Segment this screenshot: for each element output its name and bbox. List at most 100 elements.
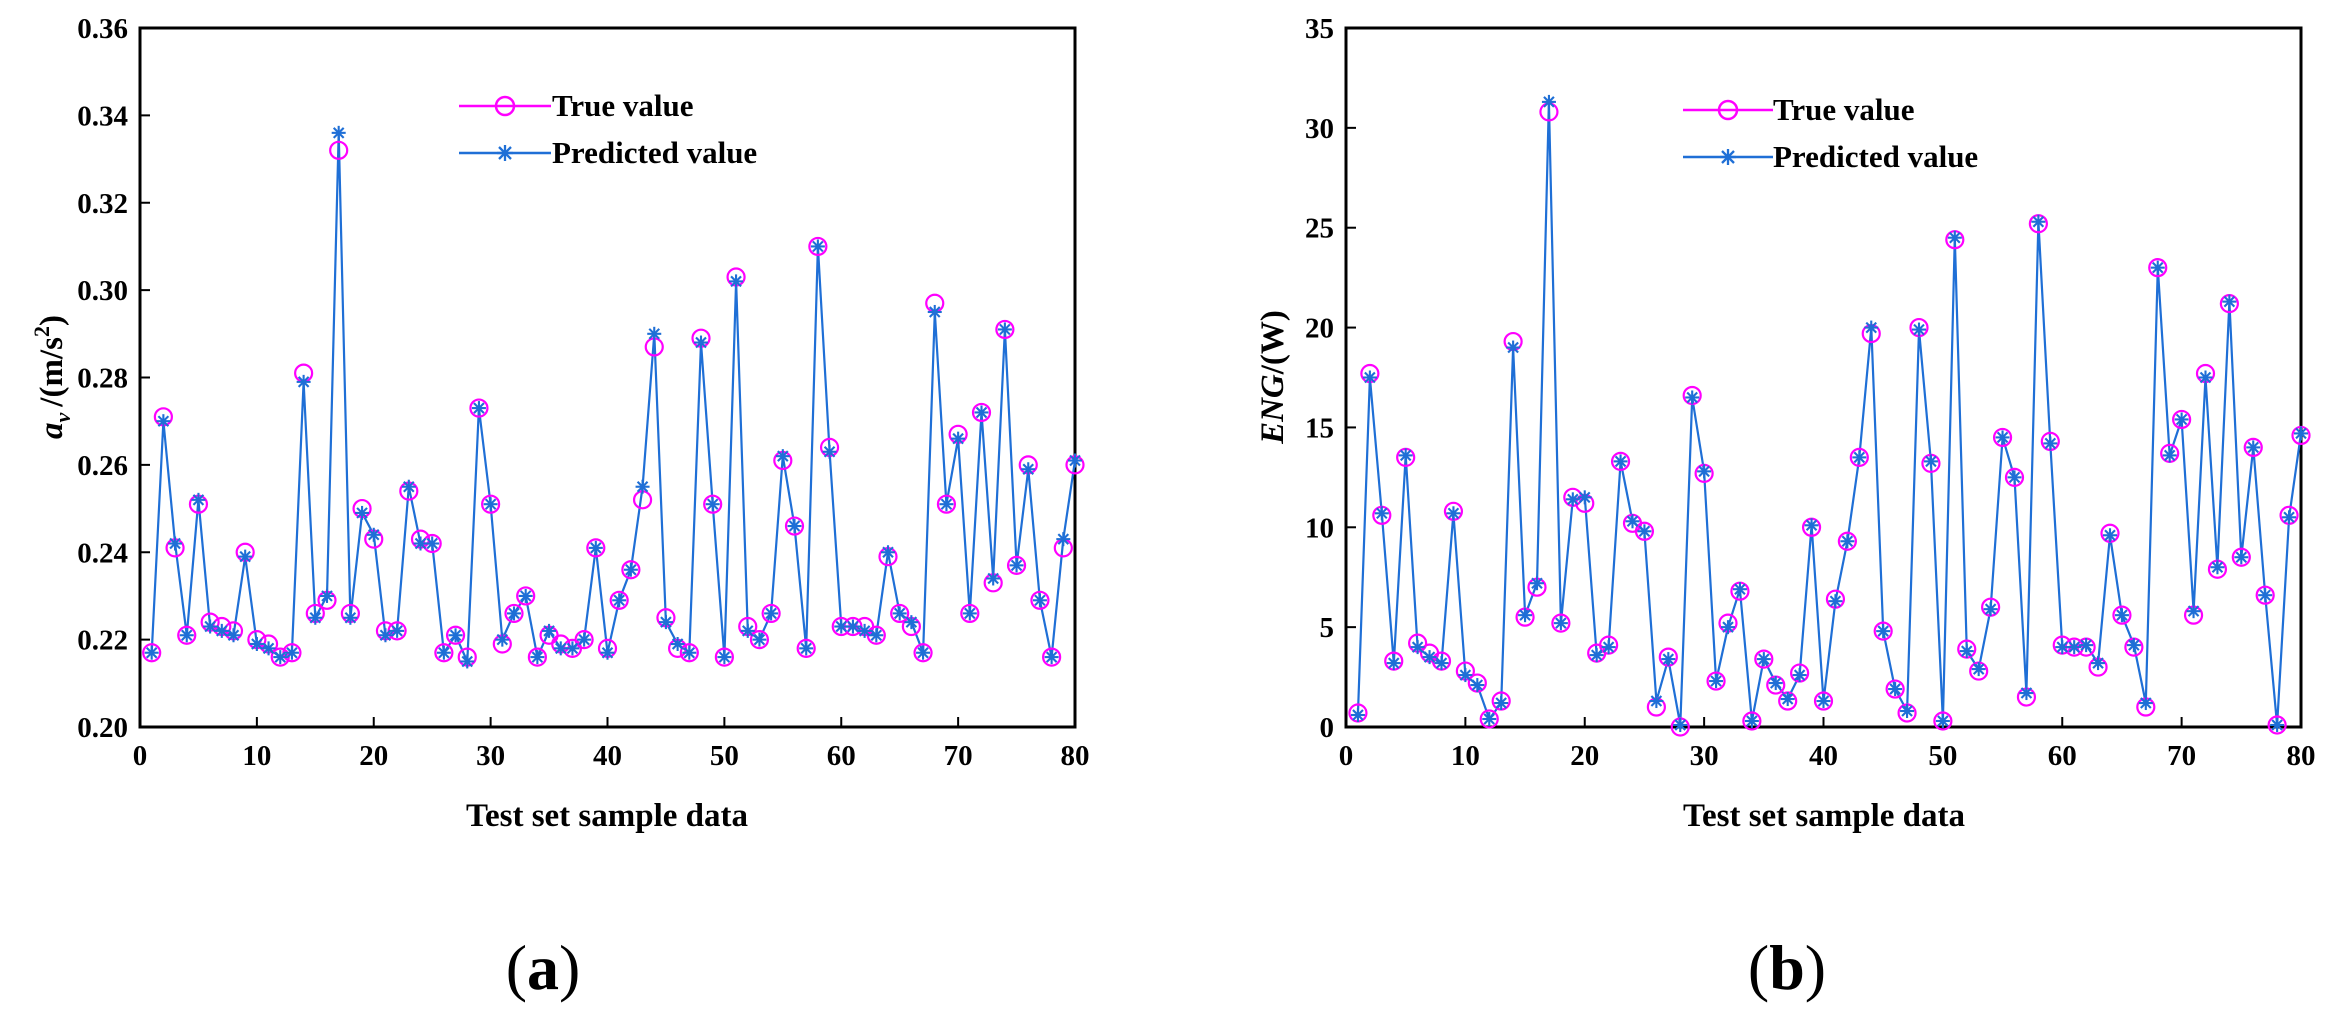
chart-panel-b: 0 10 20 30 40 50 60 70 80 0 5 10 15 20 25 30 35 Test se… (1255, 13, 2316, 1003)
true-value-point (808, 236, 828, 257)
y-tick-label-b: 25 (1305, 213, 1334, 245)
predicted-value-point (1661, 652, 1676, 667)
true-value-point (1006, 555, 1027, 575)
predicted-value-point (1744, 714, 1759, 729)
predicted-value-point (2103, 528, 2117, 543)
y-tick-label-b: 0 (1320, 712, 1335, 744)
true-value-point (796, 638, 816, 658)
series-lines-a (150, 131, 1077, 663)
true-value-point (177, 625, 197, 645)
predicted-value-point (308, 610, 323, 625)
x-tick-label-b: 20 (1570, 740, 1599, 772)
x-tick-label-a: 70 (944, 740, 973, 772)
true-value-point (749, 630, 770, 650)
legend-true-marker-a (494, 95, 516, 117)
predicted-value-point (1983, 602, 1998, 617)
predicted-value-point (2138, 696, 2153, 711)
predicted-series-line-b (1356, 100, 2303, 727)
predicted-value-point (1625, 514, 1640, 529)
predicted-value-point (916, 645, 931, 660)
true-value-point (1030, 590, 1050, 610)
legend-pred-marker-b (1720, 149, 1736, 165)
predicted-value-point (1912, 322, 1926, 337)
predicted-value-point (2067, 640, 2082, 655)
x-tick-label-b: 70 (2167, 740, 2196, 772)
true-value-point (586, 538, 606, 558)
predicted-value-point (588, 540, 603, 555)
predicted-value-point (717, 650, 732, 665)
y-tick-label-b: 10 (1305, 512, 1334, 544)
true-value-point (481, 494, 501, 514)
predicted-value-point (507, 606, 521, 621)
y-axis-sup-a: 2 (29, 326, 54, 337)
legend-pred-label-b: Predicted value (1773, 139, 1978, 174)
panel-label-b: (b) (1748, 932, 1826, 1003)
y-tick-label-b: 15 (1305, 412, 1334, 444)
x-tick-label-a: 80 (1061, 740, 1090, 772)
predicted-value-point (2114, 608, 2129, 623)
predicted-value-point (401, 479, 416, 494)
predicted-value-point (2258, 588, 2273, 603)
y-tick-label-b: 20 (1305, 313, 1334, 345)
true-value-point (1706, 671, 1726, 691)
predicted-value-point (565, 641, 580, 656)
predicted-value-point (518, 588, 533, 603)
true-value-point (2267, 715, 2287, 735)
y-tick-label-a: 0.28 (77, 363, 128, 395)
predicted-value-point (1649, 694, 1664, 709)
predicted-value-point (1350, 708, 1365, 723)
true-value-point (913, 643, 933, 663)
predicted-value-point (1721, 620, 1735, 635)
predicted-value-point (273, 650, 288, 665)
predicted-value-point (2270, 718, 2285, 733)
predicted-value-point (1935, 714, 1950, 729)
true-value-point (445, 625, 466, 645)
predicted-value-point (320, 588, 334, 603)
y-axis-sub-a: v (50, 412, 75, 422)
y-tick-label-a: 0.30 (77, 275, 128, 307)
true-value-point (714, 647, 734, 667)
predicted-value-point (1422, 650, 1437, 665)
y-axis-close-a: ) (34, 315, 70, 326)
predicted-value-point (1732, 582, 1747, 597)
predicted-value-point (1434, 656, 1449, 671)
true-value-point (2243, 437, 2263, 457)
predicted-value-point (214, 623, 229, 638)
true-value-point (2255, 585, 2275, 605)
predicted-value-point (670, 636, 685, 651)
predicted-value-point (1494, 696, 1509, 711)
predicted-value-point (1995, 430, 2010, 445)
predicted-value-point (997, 322, 1012, 337)
predicted-value-point (1888, 682, 1903, 697)
true-value-point (1610, 451, 1631, 471)
y-axis-a: 0.20 0.22 0.24 0.26 0.28 0.30 0.32 0.34 0.36 (77, 13, 150, 744)
x-tick-label-b: 60 (2048, 740, 2077, 772)
predicted-value-point (1780, 692, 1795, 707)
true-value-point (995, 319, 1015, 340)
predicted-value-point (1589, 648, 1604, 663)
predicted-value-point (623, 562, 638, 577)
x-axis-title-b: Test set sample data (1683, 798, 1965, 834)
predicted-value-point (284, 645, 299, 660)
panel-label-letter-a: a (527, 932, 559, 1003)
true-value-point (2172, 409, 2192, 430)
true-value-point (679, 643, 699, 663)
true-value-point (1933, 711, 1953, 731)
predicted-value-point (1768, 676, 1783, 691)
predicted-value-point (1506, 340, 1521, 355)
legend-pred-label-a: Predicted value (552, 135, 757, 170)
true-value-point (1551, 613, 1571, 633)
y-tick-label-a: 0.20 (77, 712, 128, 744)
predicted-value-point (787, 519, 802, 534)
predicted-value-point (1613, 454, 1628, 469)
x-tick-label-b: 30 (1690, 740, 1719, 772)
predicted-value-point (1601, 640, 1616, 655)
x-tick-label-b: 80 (2287, 740, 2316, 772)
y-axis-title-a: av /(m/s2) (29, 315, 75, 439)
predicted-value-point (951, 431, 966, 446)
predicted-value-point (1398, 448, 1413, 463)
predicted-value-point (191, 492, 206, 507)
true-value-point (1813, 691, 1834, 711)
true-value-point (2112, 605, 2132, 625)
